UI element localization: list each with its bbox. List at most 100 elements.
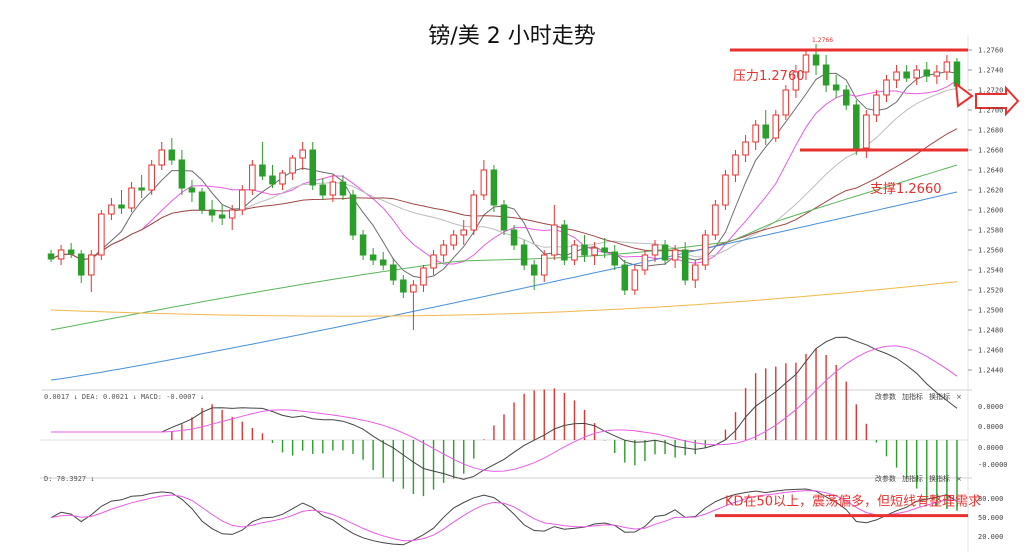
candle-body (571, 244, 578, 261)
macd-button[interactable]: 改参数 (875, 392, 896, 401)
macd-header: 0.0017 ↓ DEA: 0.0021 ↓ MACD: -0.0007 ↓ (44, 393, 204, 401)
candle-body (269, 175, 276, 185)
candle (228, 205, 236, 230)
candle (822, 55, 830, 92)
candle-body (390, 264, 397, 281)
candle (88, 250, 95, 292)
support-label: 支撑1.2660 (870, 182, 942, 197)
candle (208, 200, 216, 222)
candle-body (349, 194, 357, 236)
macd-button[interactable]: × (956, 393, 962, 401)
macd-button[interactable]: 加指标 (902, 392, 923, 401)
candle-body (873, 94, 880, 116)
candle (319, 178, 327, 200)
candle-body (812, 54, 820, 66)
candle (691, 260, 699, 288)
candle-body (239, 189, 246, 211)
candle (480, 160, 488, 200)
candle-body (339, 181, 347, 196)
candle (792, 65, 800, 98)
candle (893, 65, 900, 88)
candle-body (681, 249, 689, 281)
candle-body (520, 244, 528, 266)
candle (98, 210, 105, 260)
candle (943, 55, 951, 80)
kd-tick-label: 50.000 (978, 514, 1003, 522)
candle-body (47, 253, 55, 260)
macd-dea-line (51, 345, 958, 472)
candle-body (510, 229, 518, 246)
price-tick-label: 1.2760 (978, 47, 1003, 55)
candle (571, 240, 578, 265)
candle (631, 265, 639, 295)
candle-body (762, 124, 769, 139)
candle-body (460, 229, 468, 236)
candle-body (772, 114, 780, 139)
candle-body (410, 284, 417, 293)
candle (762, 110, 769, 145)
candle-body (329, 181, 337, 196)
kd-button[interactable]: 改参数 (875, 474, 896, 483)
candle (420, 265, 427, 292)
candle (289, 155, 296, 180)
candle-body (420, 267, 427, 286)
ma-line-120 (50, 191, 958, 381)
candle-body (742, 141, 749, 156)
candle (490, 165, 498, 212)
down-arrow-icon (954, 81, 974, 108)
candle (540, 250, 548, 282)
candle-body (228, 209, 236, 219)
candle-body (601, 247, 608, 253)
candle (661, 240, 669, 265)
candle (641, 250, 649, 275)
ma-line-30 (50, 128, 958, 261)
candle (329, 175, 337, 202)
candle-body (218, 214, 226, 219)
candle (118, 190, 125, 214)
kd-button[interactable]: × (956, 475, 962, 483)
candle-body (490, 169, 498, 206)
candle (923, 62, 931, 82)
candle (671, 245, 679, 268)
price-tick-label: 1.2520 (978, 287, 1003, 295)
peak-price-label: 1.2766 (812, 37, 833, 44)
candle (510, 225, 518, 250)
candle (349, 190, 357, 240)
kd-button[interactable]: 加指标 (902, 474, 923, 483)
candle (782, 85, 790, 120)
candle (450, 230, 457, 250)
candle-body (440, 244, 447, 256)
price-tick-label: 1.2640 (978, 167, 1003, 175)
candle (249, 160, 256, 195)
candle-body (722, 174, 729, 206)
kd-button[interactable]: 换指标 (929, 474, 950, 483)
candle (802, 50, 810, 80)
price-tick-label: 1.2660 (978, 147, 1003, 155)
candle (430, 250, 437, 275)
candle (611, 245, 618, 270)
candle-body (651, 244, 659, 256)
candle-body (832, 84, 840, 91)
candle-body (752, 124, 759, 143)
candle-body (671, 249, 679, 261)
candle (188, 180, 196, 202)
macd-tick-label: 0.0000 (978, 444, 1003, 452)
candle-body (128, 187, 135, 209)
price-tick-label: 1.2740 (978, 67, 1003, 75)
candle-body (561, 224, 568, 261)
candle-body (379, 259, 387, 266)
candle-body (148, 164, 155, 191)
candle (651, 240, 659, 262)
candle-body (581, 244, 588, 256)
candle (581, 235, 588, 262)
candle (873, 90, 880, 122)
candle (359, 230, 367, 260)
candle (198, 188, 206, 214)
candle-body (279, 172, 286, 185)
candle-body (198, 191, 206, 211)
candle (842, 85, 850, 110)
kd-annotation: KD在50以上，震荡偏多，但短线有整理需求 (725, 494, 981, 510)
macd-button[interactable]: 换指标 (929, 392, 950, 401)
candle-body (470, 194, 478, 231)
right-arrow-icon (975, 85, 1020, 117)
